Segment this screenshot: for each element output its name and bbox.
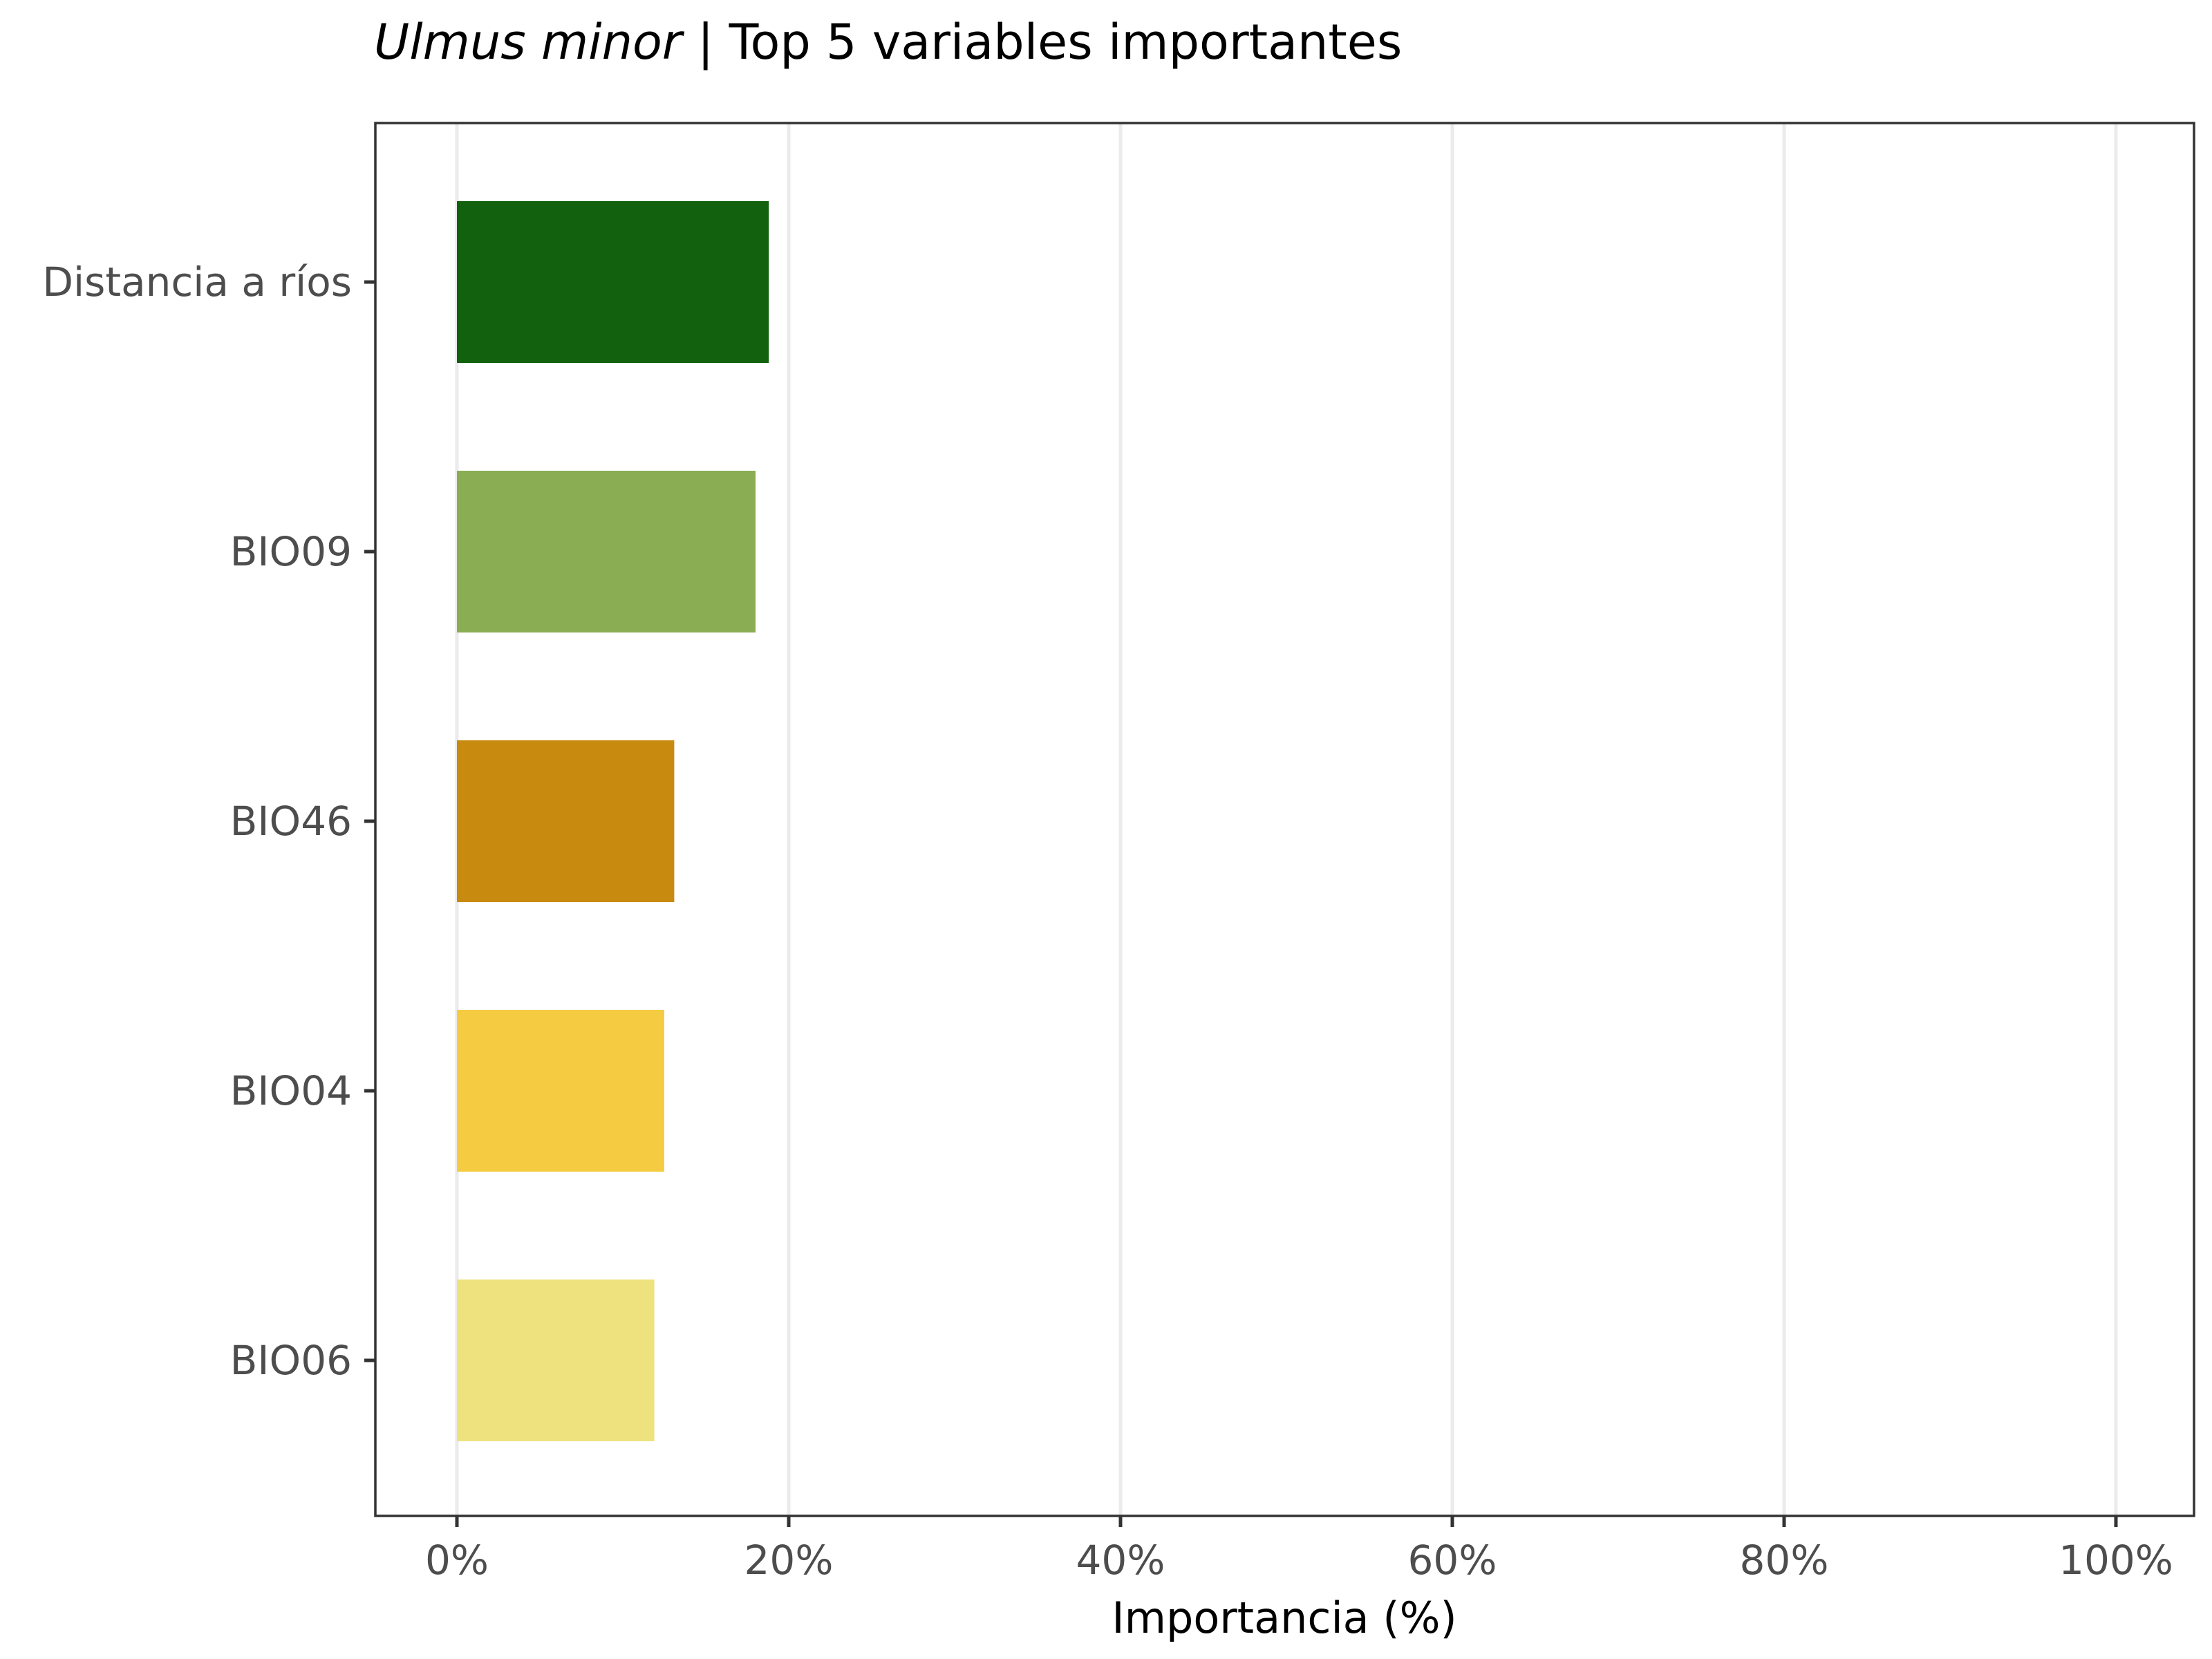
x-tick-label: 80% [1740, 1537, 1829, 1584]
bar-1 [457, 471, 756, 632]
y-tick-label: BIO09 [230, 528, 352, 575]
x-tick-label: 20% [744, 1537, 834, 1584]
x-tick-label: 60% [1408, 1537, 1497, 1584]
bar-3 [457, 1010, 664, 1172]
x-tick-label: 0% [425, 1537, 489, 1584]
y-axis: Distancia a ríos BIO09 BIO46 BIO04 BIO06 [42, 259, 375, 1384]
bar-2 [457, 740, 675, 902]
y-tick-label: BIO04 [230, 1067, 352, 1114]
bar-4 [457, 1280, 655, 1441]
chart-title-rest: | Top 5 variables importantes [682, 14, 1403, 71]
chart-title-species: Ulmus minor [374, 14, 685, 71]
bar-0 [457, 201, 769, 363]
x-tick-label: 40% [1076, 1537, 1165, 1584]
x-axis: 0% 20% 40% 60% 80% 100% [425, 1516, 2173, 1584]
x-axis-title: Importancia (%) [1112, 1593, 1456, 1643]
y-tick-label: Distancia a ríos [42, 259, 352, 306]
y-tick-label: BIO46 [230, 798, 352, 845]
bars [457, 201, 769, 1441]
y-tick-label: BIO06 [230, 1337, 352, 1384]
x-tick-label: 100% [2059, 1537, 2173, 1584]
chart-title: Ulmus minor | Top 5 variables importante… [374, 14, 1402, 71]
